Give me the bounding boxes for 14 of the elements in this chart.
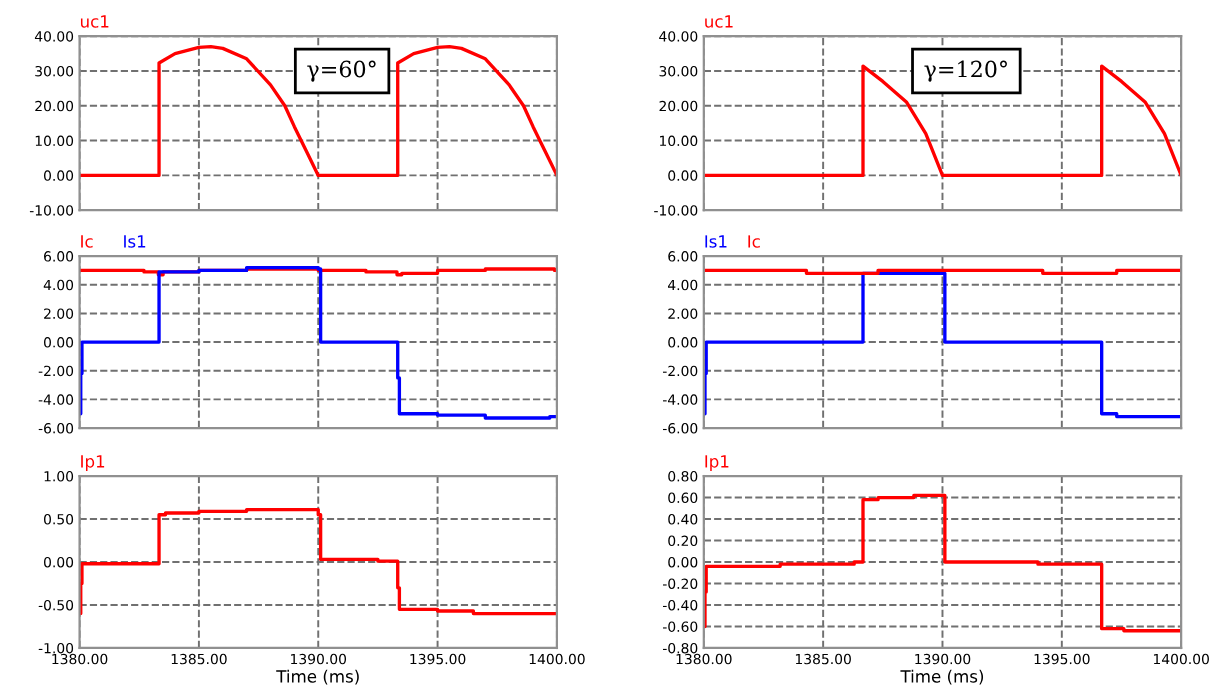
text: uc1: [705, 15, 733, 28]
text: Ip1: [81, 455, 105, 471]
line-series: [79, 44, 557, 178]
series-label: Ic: [748, 235, 760, 248]
annotation: γ=60°: [307, 60, 376, 82]
x-axis-title: Time (ms): [276, 669, 359, 685]
annotation: γ=120°: [924, 60, 1007, 82]
series-label: Is1: [124, 235, 146, 248]
x-axis-title: Time (ms): [900, 669, 984, 685]
line-series: [703, 64, 1182, 178]
text: Is1: [705, 235, 727, 248]
text: uc1: [80, 15, 109, 28]
text: Ip1: [705, 455, 729, 471]
series-label: Ic: [81, 235, 93, 248]
